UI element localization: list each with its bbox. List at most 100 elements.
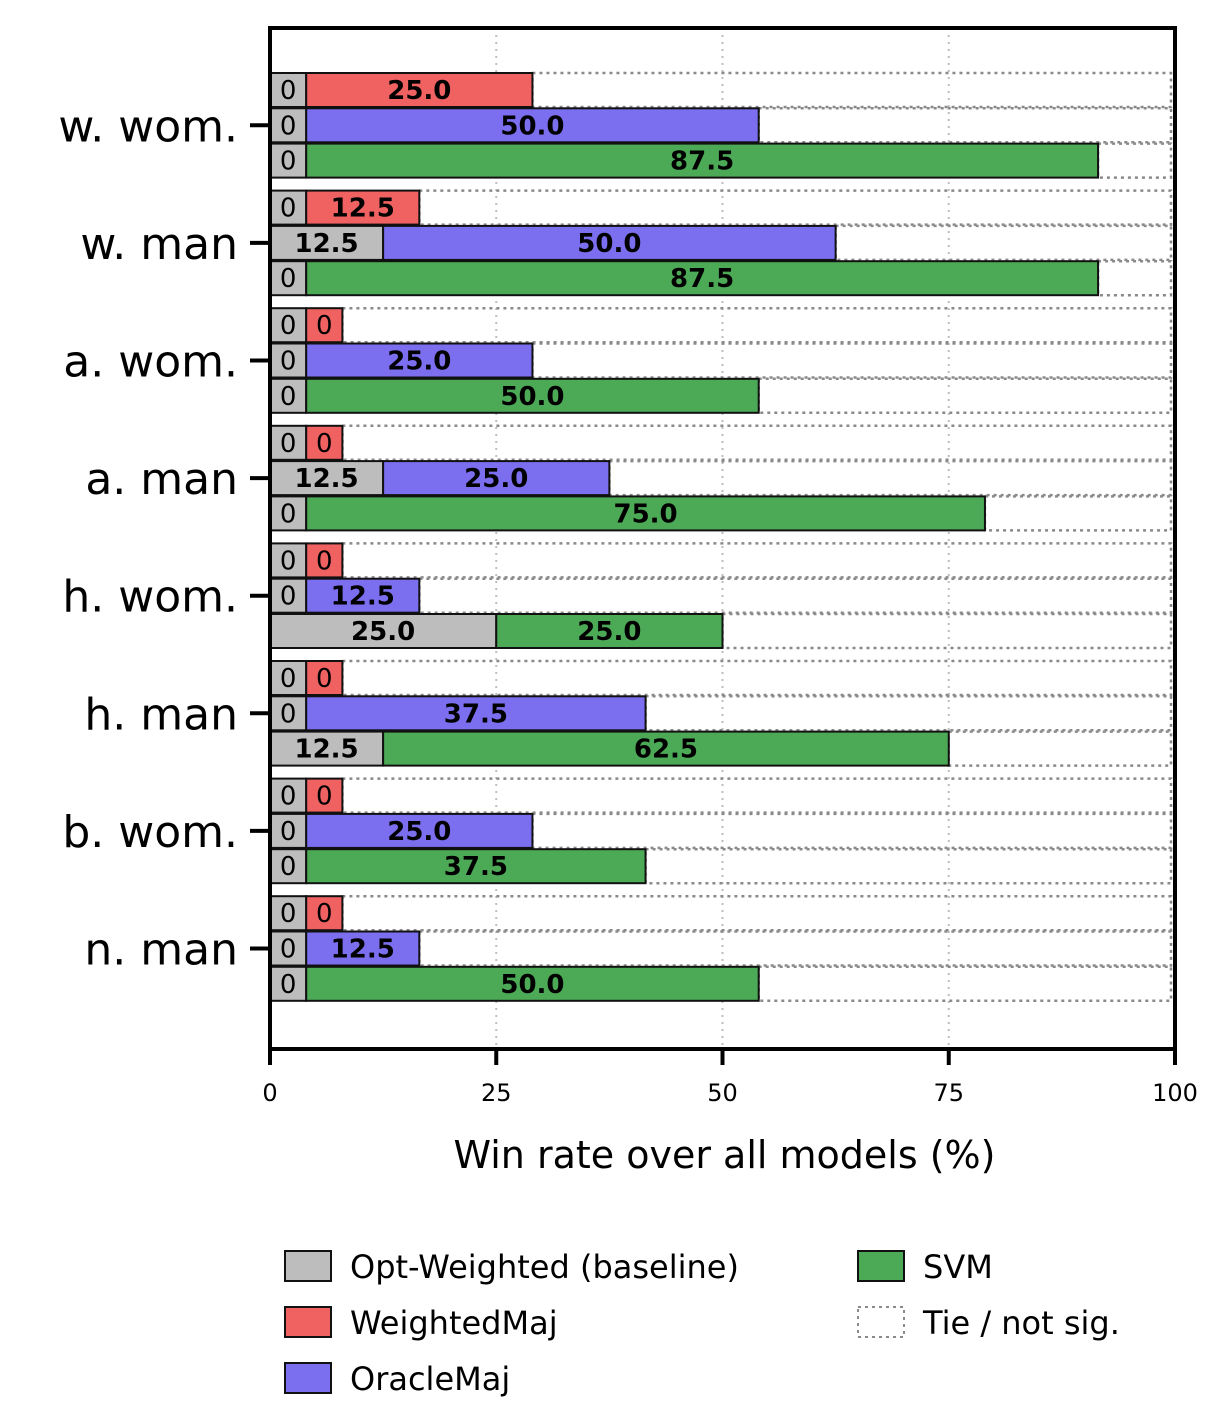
method-bar-b-wom-svm [305,848,647,885]
method-bar-h-wom-oraclemaj [305,577,421,614]
baseline-bar-b-wom-svm [269,848,308,885]
method-bar-a-wom-weightedmaj [305,307,344,344]
method-bar-a-man-svm [305,495,986,532]
method-value-label: 0 [316,546,333,576]
method-bar-w-wom-oraclemaj [305,107,760,144]
method-bar-n-man-weightedmaj [305,895,344,932]
baseline-value-label: 12.5 [294,229,358,259]
legend-swatch-svm [857,1250,905,1282]
method-value-label: 50.0 [577,229,641,259]
method-value-label: 25.0 [387,817,451,847]
x-tick-label: 0 [262,1079,277,1107]
method-bar-h-man-weightedmaj [305,660,344,696]
legend-swatch-weightedmaj [284,1306,332,1338]
method-value-label: 0 [316,311,333,341]
method-bar-b-wom-weightedmaj [305,777,344,814]
y-tick-label: n. man [84,925,238,976]
baseline-value-label: 25.0 [351,617,415,647]
method-value-label: 25.0 [464,464,528,494]
baseline-bar-h-wom-weightedmaj [269,542,308,579]
method-value-label: 0 [316,429,333,459]
method-bar-a-wom-oraclemaj [305,342,534,379]
method-value-label: 37.5 [444,852,508,882]
y-tick-label: b. wom. [62,807,238,858]
baseline-value-label: 0 [280,499,297,529]
baseline-value-label: 0 [280,311,297,341]
baseline-bar-a-man-svm [269,495,308,532]
legend-swatch-oraclemaj [284,1362,332,1394]
y-tick-label: h. wom. [62,572,238,623]
x-tick-label: 25 [481,1079,512,1107]
y-tick-label: h. man [84,689,238,740]
baseline-value-label: 0 [280,382,297,412]
method-bar-w-man-weightedmaj [305,189,421,226]
baseline-value-label: 0 [280,111,297,141]
method-bar-h-wom-weightedmaj [305,542,344,579]
method-bar-h-man-oraclemaj [305,695,647,732]
method-value-label: 12.5 [331,194,395,224]
method-bar-a-man-weightedmaj [305,424,344,461]
baseline-value-label: 12.5 [294,735,358,765]
method-value-label: 25.0 [387,347,451,377]
method-bar-w-wom-weightedmaj [305,72,534,108]
y-tick-label: w. man [80,219,238,270]
legend-label: OracleMaj [350,1360,510,1398]
method-value-label: 12.5 [331,935,395,965]
legend-label: Opt-Weighted (baseline) [350,1248,739,1286]
method-value-label: 50.0 [500,970,564,1000]
method-bar-b-wom-oraclemaj [305,812,534,849]
method-value-label: 87.5 [670,264,734,294]
legend-label: WeightedMaj [350,1304,558,1342]
method-value-label: 37.5 [444,699,508,729]
baseline-value-label: 0 [280,194,297,224]
x-tick-label: 50 [707,1079,738,1107]
method-bar-a-wom-svm [305,377,760,414]
legend-label: SVM [923,1248,993,1286]
baseline-value-label: 0 [280,264,297,294]
baseline-value-label: 0 [280,699,297,729]
baseline-value-label: 0 [280,582,297,612]
baseline-value-label: 0 [280,664,297,694]
tie-segment-a-man-oraclemaj [608,459,1173,497]
y-tick-label: w. wom. [58,101,238,152]
baseline-value-label: 0 [280,817,297,847]
method-value-label: 0 [316,664,333,694]
baseline-bar-a-man-oraclemaj [269,460,385,497]
method-bar-h-man-svm [382,730,950,767]
baseline-value-label: 0 [280,147,297,177]
method-bar-w-wom-svm [305,142,1100,179]
legend-swatch-tie-not-sig [857,1306,905,1338]
baseline-value-label: 0 [280,347,297,377]
legend-swatch-opt-weighted-baseline [284,1250,332,1282]
method-bar-h-wom-svm [495,613,724,649]
x-tick-label: 100 [1152,1079,1198,1107]
x-tick-label: 75 [933,1079,964,1107]
method-value-label: 62.5 [634,735,698,765]
baseline-value-label: 0 [280,782,297,812]
tie-segment-h-man-svm [947,730,1173,767]
baseline-bar-a-wom-oraclemaj [269,342,308,379]
legend-label: Tie / not sig. [922,1304,1120,1342]
baseline-value-label: 0 [280,852,297,882]
baseline-value-label: 0 [280,429,297,459]
baseline-value-label: 0 [280,935,297,965]
method-value-label: 25.0 [577,617,641,647]
y-tick-label: a. man [85,454,238,505]
baseline-value-label: 0 [280,899,297,929]
method-bar-n-man-oraclemaj [305,930,421,967]
y-tick-label: a. wom. [63,337,238,388]
method-value-label: 87.5 [670,147,734,177]
method-bar-w-man-oraclemaj [382,224,837,261]
method-value-label: 25.0 [387,76,451,106]
tie-segment-a-man-svm [983,495,1173,532]
method-value-label: 75.0 [613,499,677,529]
method-bar-a-man-oraclemaj [382,460,611,497]
method-bar-n-man-svm [305,965,760,1002]
baseline-value-label: 0 [280,970,297,1000]
method-value-label: 0 [316,899,333,929]
method-value-label: 50.0 [500,111,564,141]
method-value-label: 0 [316,782,333,812]
baseline-value-label: 0 [280,76,297,106]
